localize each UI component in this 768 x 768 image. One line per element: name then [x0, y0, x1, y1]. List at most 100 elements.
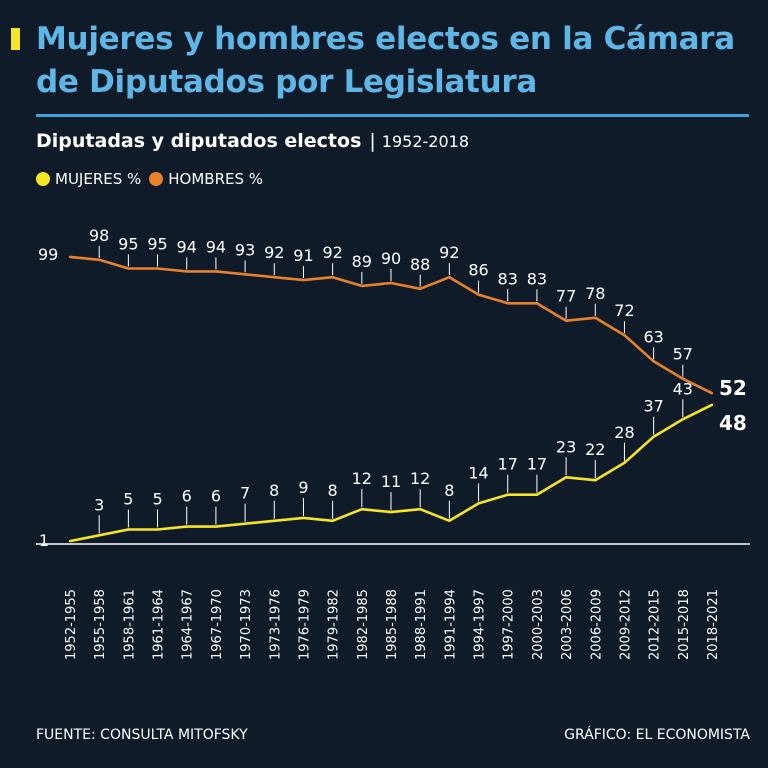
data-point-women — [214, 525, 218, 528]
data-point-women — [389, 510, 393, 514]
data-label-men: 98 — [89, 226, 109, 245]
data-label-men: 99 — [38, 245, 58, 264]
data-label-men: 91 — [293, 246, 313, 265]
data-label-men: 57 — [673, 345, 693, 364]
x-tick-label: 1961-1964 — [152, 589, 167, 660]
data-point-men — [302, 278, 305, 282]
x-tick-label: 1976-1979 — [297, 589, 312, 660]
chart-title: Mujeres y hombres electos en la Cámara d… — [36, 21, 735, 100]
x-tick-label: 1958-1961 — [122, 589, 137, 660]
data-point-men — [389, 281, 393, 285]
data-label-women: 6 — [211, 487, 221, 506]
data-label-women: 5 — [123, 490, 133, 509]
data-point-women — [710, 403, 714, 406]
data-label-men: 92 — [439, 243, 459, 262]
data-label-women: 3 — [94, 495, 104, 514]
data-point-women — [273, 519, 276, 522]
source-note: FUENTE: CONSULTA MITOFSKY — [36, 727, 248, 743]
legend-dot-men — [149, 172, 164, 186]
data-point-women — [681, 418, 685, 421]
data-label-men: 88 — [410, 255, 430, 274]
data-point-women — [506, 493, 509, 496]
data-point-men — [127, 267, 130, 270]
data-point-men — [535, 302, 539, 305]
subtitle-separator: | — [369, 130, 376, 152]
data-label-women: 5 — [152, 490, 162, 509]
data-label-men: 78 — [585, 284, 605, 303]
data-label-women: 17 — [527, 455, 547, 474]
data-point-women — [448, 519, 451, 522]
data-point-men — [594, 316, 597, 319]
data-label-women: 12 — [410, 469, 430, 488]
x-tick-label: 2000-2003 — [531, 589, 546, 660]
data-point-women — [127, 528, 130, 531]
x-tick-label: 1997-2000 — [502, 589, 517, 660]
x-tick-label: 2015-2018 — [677, 589, 692, 660]
x-tick-label: 1994-1997 — [473, 589, 488, 660]
data-point-women — [243, 522, 247, 525]
data-point-women — [360, 508, 364, 511]
data-point-women — [477, 502, 480, 505]
data-point-women — [652, 435, 655, 438]
x-tick-label: 1964-1967 — [181, 589, 196, 660]
x-tick-label: 2009-2012 — [618, 589, 633, 660]
data-label-women: 8 — [444, 481, 454, 500]
data-point-women — [564, 476, 568, 479]
data-label-men: 83 — [527, 269, 547, 288]
data-label-men: 92 — [264, 243, 284, 262]
data-label-men: 95 — [118, 235, 138, 254]
legend-label-men: HOMBRES % — [168, 170, 264, 188]
data-point-men — [506, 302, 509, 305]
data-point-women — [97, 534, 101, 537]
legend-label-women: MUJERES % — [55, 170, 142, 188]
x-tick-label: 1955-1958 — [93, 589, 108, 660]
data-point-men — [243, 273, 247, 276]
data-label-men: 94 — [177, 237, 197, 256]
data-label-women: 1 — [39, 531, 49, 550]
data-label-women: 7 — [240, 484, 250, 503]
x-tick-label: 1991-1994 — [443, 589, 458, 660]
data-point-women — [594, 479, 597, 482]
data-label-women: 28 — [614, 423, 634, 442]
chart-subtitle: Diputadas y diputados electos | 1952-2018 — [36, 130, 469, 152]
data-label-men: 63 — [643, 327, 663, 346]
data-label-men: 86 — [468, 261, 488, 280]
data-label-women: 22 — [585, 440, 605, 459]
x-tick-label: 1973-1976 — [268, 589, 283, 660]
data-label-men: 52 — [719, 376, 747, 400]
data-point-men — [710, 392, 714, 395]
data-label-women: 12 — [352, 469, 372, 488]
x-tick-label: 1982-1985 — [356, 589, 371, 660]
subtitle-text: Diputadas y diputados electos — [36, 130, 362, 152]
data-point-men — [97, 258, 101, 261]
data-point-women — [623, 461, 626, 464]
data-point-men — [477, 293, 480, 296]
data-point-men — [214, 270, 218, 273]
data-label-women: 14 — [468, 463, 488, 482]
data-point-women — [156, 528, 159, 531]
x-tick-label: 1985-1988 — [385, 589, 400, 660]
data-point-men — [360, 284, 364, 288]
x-tick-label: 1967-1970 — [210, 589, 225, 660]
x-tick-label: 1952-1955 — [64, 589, 79, 660]
data-label-women: 9 — [298, 478, 308, 497]
data-point-men — [156, 267, 159, 270]
data-point-women — [185, 525, 188, 528]
legend-dot-women — [36, 172, 50, 186]
title-accent-bar — [11, 28, 20, 50]
data-point-men — [68, 255, 72, 259]
data-label-men: 93 — [235, 240, 255, 259]
data-point-women — [302, 516, 305, 520]
x-tick-label: 1979-1982 — [327, 589, 342, 660]
data-label-men: 72 — [614, 301, 634, 320]
legend-item-women: MUJERES % — [36, 170, 141, 188]
data-label-men: 95 — [147, 235, 167, 254]
data-label-men: 89 — [352, 252, 372, 271]
x-tick-label: 1970-1973 — [239, 589, 254, 660]
credit-note: GRÁFICO: EL ECONOMISTA — [564, 727, 750, 743]
data-label-women: 11 — [381, 472, 401, 491]
x-tick-label: 2006-2009 — [589, 589, 604, 660]
data-label-men: 77 — [556, 287, 576, 306]
data-point-men — [331, 276, 334, 279]
